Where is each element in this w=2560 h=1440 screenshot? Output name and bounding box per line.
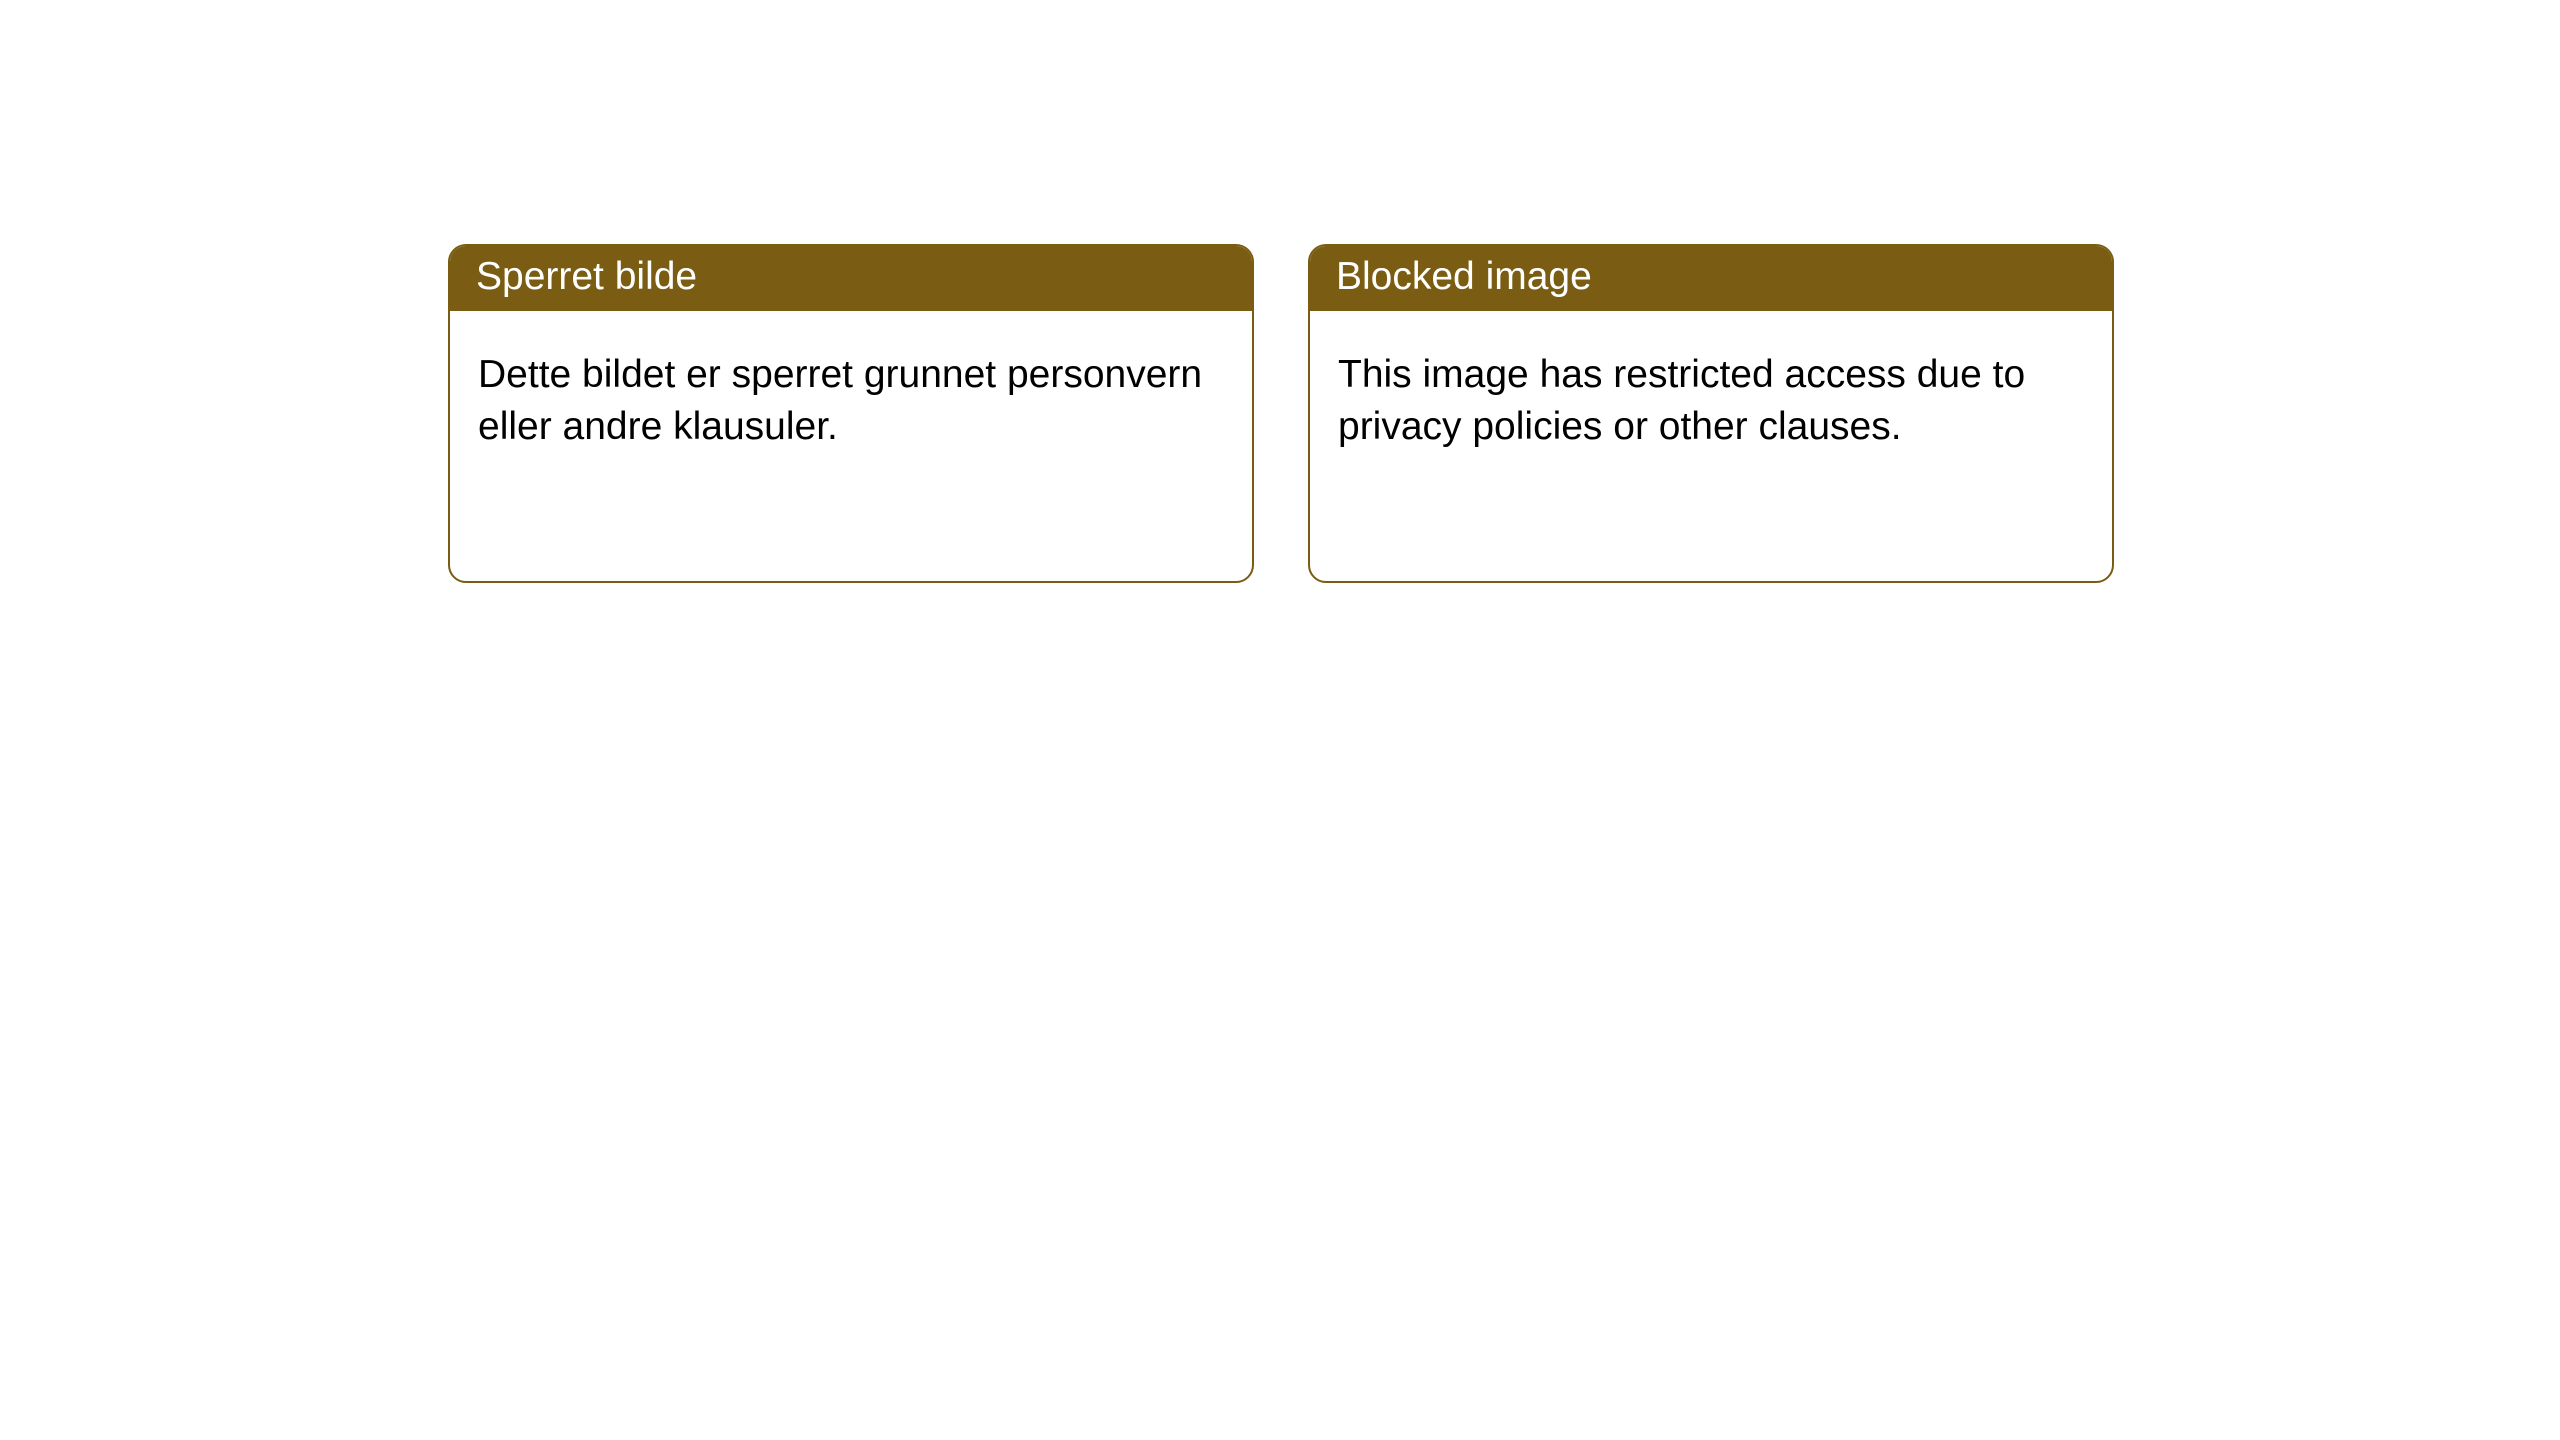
notice-card-english: Blocked image This image has restricted … [1308,244,2114,583]
notice-header: Sperret bilde [450,246,1252,311]
notice-body: Dette bildet er sperret grunnet personve… [450,311,1252,581]
notice-card-norwegian: Sperret bilde Dette bildet er sperret gr… [448,244,1254,583]
notice-cards-container: Sperret bilde Dette bildet er sperret gr… [0,0,2560,583]
notice-body: This image has restricted access due to … [1310,311,2112,581]
notice-header: Blocked image [1310,246,2112,311]
